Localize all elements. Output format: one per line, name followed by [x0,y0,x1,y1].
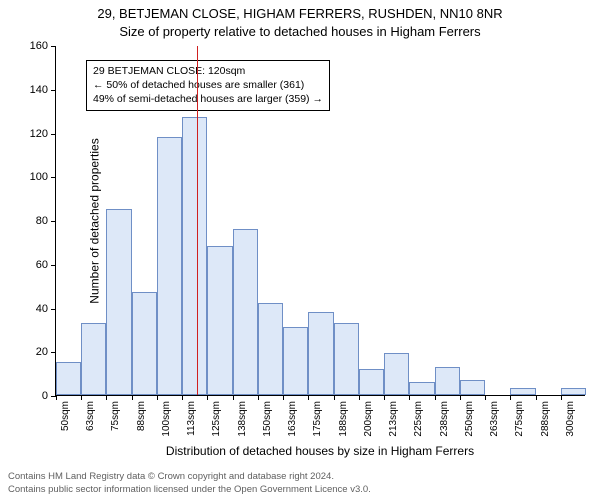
histogram-bar [207,246,232,395]
histogram-bar [510,388,535,395]
y-tick-label: 60 [36,259,48,271]
x-tick-label: 113sqm [186,401,197,436]
y-tick [51,352,56,353]
chart-plot-area: 29 BETJEMAN CLOSE: 120sqm ← 50% of detac… [55,46,585,396]
x-tick [384,395,385,400]
y-tick [51,134,56,135]
histogram-bar [308,312,333,395]
x-tick [182,395,183,400]
x-tick-label: 138sqm [237,401,248,437]
x-tick-label: 150sqm [262,401,273,437]
y-tick-label: 160 [30,40,48,52]
histogram-bar [132,292,157,395]
x-tick [258,395,259,400]
x-tick [561,395,562,400]
x-tick [435,395,436,400]
y-tick [51,309,56,310]
y-tick-label: 140 [30,84,48,96]
x-tick [132,395,133,400]
histogram-bar [56,362,81,395]
x-tick-label: 75sqm [110,401,121,431]
x-tick-label: 175sqm [312,401,323,437]
y-tick-label: 20 [36,346,48,358]
x-tick-label: 163sqm [287,401,298,437]
x-tick [56,395,57,400]
annotation-box: 29 BETJEMAN CLOSE: 120sqm ← 50% of detac… [86,60,330,111]
histogram-bar [258,303,283,395]
x-tick-label: 225sqm [413,401,424,437]
y-tick [51,177,56,178]
histogram-bar [106,209,131,395]
x-tick [308,395,309,400]
x-tick-label: 100sqm [161,401,172,437]
y-tick-label: 100 [30,171,48,183]
footer-credits: Contains HM Land Registry data © Crown c… [8,471,371,496]
x-tick [334,395,335,400]
x-tick-label: 63sqm [85,401,96,431]
annotation-line: ← 50% of detached houses are smaller (36… [93,78,323,92]
histogram-bar [561,388,586,395]
histogram-bar [435,367,460,395]
x-tick-label: 188sqm [338,401,349,437]
y-tick-label: 40 [36,303,48,315]
histogram-bar [409,382,434,395]
y-tick-label: 120 [30,128,48,140]
x-tick [359,395,360,400]
chart-title-line2: Size of property relative to detached ho… [0,24,600,39]
x-tick-label: 50sqm [60,401,71,431]
x-tick-label: 88sqm [136,401,147,431]
y-tick [51,90,56,91]
x-tick-label: 125sqm [211,401,222,437]
histogram-bar [283,327,308,395]
annotation-line: 29 BETJEMAN CLOSE: 120sqm [93,64,323,78]
y-tick [51,265,56,266]
x-tick-label: 300sqm [565,401,576,437]
x-tick [106,395,107,400]
x-tick-label: 238sqm [439,401,450,437]
x-tick-label: 263sqm [489,401,500,437]
histogram-bar [233,229,258,395]
x-tick-label: 288sqm [540,401,551,437]
x-tick [207,395,208,400]
x-tick [233,395,234,400]
x-tick [536,395,537,400]
x-tick [409,395,410,400]
y-tick [51,46,56,47]
x-tick-label: 213sqm [388,401,399,437]
x-tick [81,395,82,400]
histogram-bar [182,117,207,395]
y-tick-label: 80 [36,215,48,227]
histogram-bar [81,323,106,395]
y-tick-label: 0 [42,390,48,402]
x-tick-label: 250sqm [464,401,475,437]
x-tick [460,395,461,400]
histogram-bar [334,323,359,395]
histogram-bar [460,380,485,395]
annotation-line: 49% of semi-detached houses are larger (… [93,92,323,106]
histogram-bar [359,369,384,395]
x-tick [510,395,511,400]
x-tick [485,395,486,400]
x-tick [283,395,284,400]
chart-title-line1: 29, BETJEMAN CLOSE, HIGHAM FERRERS, RUSH… [0,6,600,21]
histogram-bar [157,137,182,395]
histogram-bar [384,353,409,395]
marker-line [197,46,198,395]
x-tick-label: 275sqm [514,401,525,437]
footer-line: Contains HM Land Registry data © Crown c… [8,471,371,483]
x-tick-label: 200sqm [363,401,374,437]
x-tick [157,395,158,400]
footer-line: Contains public sector information licen… [8,484,371,496]
x-axis-label: Distribution of detached houses by size … [55,444,585,458]
y-tick [51,221,56,222]
